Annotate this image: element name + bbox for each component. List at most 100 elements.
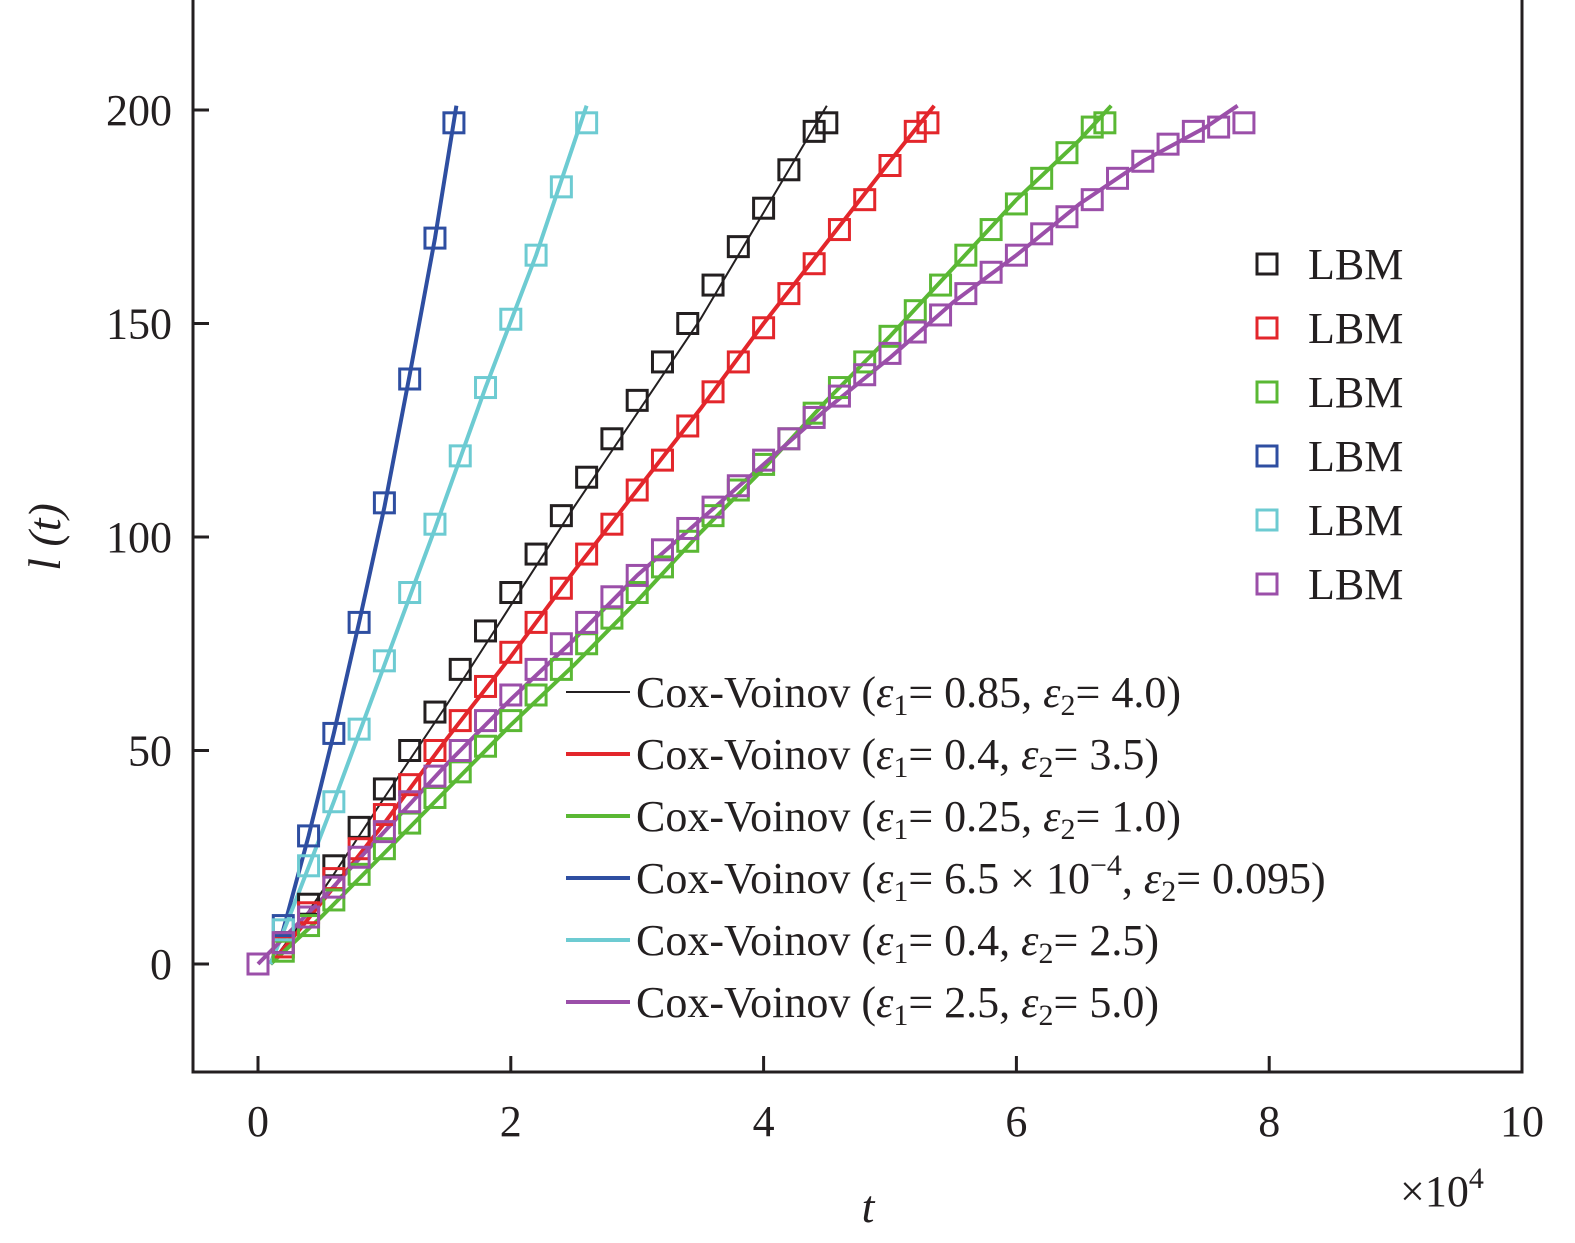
legend-eps2-value: = 4.0) [1076, 668, 1181, 717]
data-point [524, 243, 548, 267]
data-point [802, 405, 826, 429]
data-point [853, 188, 877, 212]
legend-label: Cox-Voinov (ε1= 6.5 × 10−4, ε2= 0.095) [636, 849, 1326, 908]
legend-label: LBM [1308, 304, 1403, 353]
data-point [297, 854, 321, 878]
data-point [916, 111, 940, 135]
x-tick-label: 4 [753, 1097, 775, 1146]
epsilon-subscript: 1 [893, 999, 908, 1032]
data-point [701, 380, 725, 404]
data-point [372, 820, 396, 844]
data-point [474, 734, 498, 758]
legend-separator: , [1122, 854, 1144, 903]
data-point [372, 803, 396, 827]
data-point [423, 512, 447, 536]
data-point [954, 243, 978, 267]
legend-eps2-value: = 1.0) [1076, 792, 1181, 841]
data-point [499, 709, 523, 733]
legend-label: Cox-Voinov (ε1= 0.85, ε2= 4.0) [636, 668, 1181, 722]
legend-label: LBM [1308, 368, 1403, 417]
x-axis-multiplier: ×104 [1400, 1162, 1484, 1216]
x-tick-label: 8 [1258, 1097, 1280, 1146]
data-point [1030, 222, 1054, 246]
data-point [499, 640, 523, 664]
data-point [499, 307, 523, 331]
epsilon-symbol: ε [1021, 730, 1039, 779]
data-point [650, 555, 674, 579]
data-point [448, 657, 472, 681]
data-point [474, 709, 498, 733]
legend-label: Cox-Voinov (ε1= 0.25, ε2= 1.0) [636, 792, 1181, 846]
data-point [575, 465, 599, 489]
data-point [499, 581, 523, 605]
legend-label: LBM [1308, 496, 1403, 545]
epsilon-subscript: 2 [1061, 689, 1076, 722]
legend-eps1-value: = 0.25, [908, 792, 1043, 841]
legend-eps1-value: = 0.85, [908, 668, 1043, 717]
x-tick-label: 10 [1500, 1097, 1544, 1146]
data-point [524, 683, 548, 707]
data-point [372, 649, 396, 673]
data-point [372, 777, 396, 801]
data-point [347, 862, 371, 886]
legend-prefix: Cox-Voinov ( [636, 792, 876, 841]
data-point [372, 491, 396, 515]
y-axis-title: l (t) [19, 503, 70, 571]
data-point [827, 218, 851, 242]
epsilon-symbol: ε [1043, 792, 1061, 841]
data-point [701, 273, 725, 297]
data-point [878, 324, 902, 348]
data-point [575, 610, 599, 634]
epsilon-symbol: ε [1144, 854, 1162, 903]
legend-marker [1255, 508, 1279, 532]
data-point [600, 512, 624, 536]
epsilon-subscript: 2 [1039, 751, 1054, 784]
data-point [448, 739, 472, 762]
legend-label: LBM [1308, 560, 1403, 609]
legend-marker [1255, 316, 1279, 340]
data-point [549, 576, 573, 600]
legend-label: Cox-Voinov (ε1= 0.4, ε2= 2.5) [636, 916, 1159, 970]
data-point [1093, 111, 1117, 135]
data-point [347, 610, 371, 634]
data-point [398, 367, 422, 391]
epsilon-symbol: ε [876, 916, 894, 965]
data-point [1004, 243, 1028, 267]
data-point [752, 448, 776, 472]
data-point [650, 448, 674, 472]
data-point [853, 363, 877, 387]
legend-label: Cox-Voinov (ε1= 0.4, ε2= 3.5) [636, 730, 1159, 784]
epsilon-symbol: ε [876, 978, 894, 1027]
legend-label: LBM [1308, 240, 1403, 289]
data-point [271, 918, 295, 942]
data-point [853, 350, 877, 374]
data-point [1055, 205, 1079, 229]
legend-lines: Cox-Voinov (ε1= 0.85, ε2= 4.0)Cox-Voinov… [566, 668, 1326, 1032]
data-point [474, 376, 498, 400]
data-point [625, 563, 649, 587]
data-point [1080, 188, 1104, 212]
legend-eps1-value: = 6.5 × 10 [908, 854, 1090, 903]
y-tick-label: 0 [150, 940, 172, 989]
data-point [903, 320, 927, 344]
data-point [423, 226, 447, 250]
data-point [442, 111, 466, 135]
data-point [423, 764, 447, 788]
data-point [929, 303, 953, 327]
data-point [701, 495, 725, 519]
data-point [423, 739, 447, 762]
epsilon-symbol: ε [876, 668, 894, 717]
legend-prefix: Cox-Voinov ( [636, 854, 876, 903]
data-point [676, 414, 700, 438]
data-point [878, 154, 902, 178]
data-point [499, 683, 523, 707]
data-markers [246, 111, 1256, 976]
plot-frame [191, 0, 1524, 1074]
data-point [1004, 192, 1028, 216]
data-point [878, 341, 902, 365]
epsilon-subscript: 2 [1039, 937, 1054, 970]
data-point [549, 504, 573, 528]
data-point [676, 312, 700, 335]
data-point [372, 837, 396, 861]
